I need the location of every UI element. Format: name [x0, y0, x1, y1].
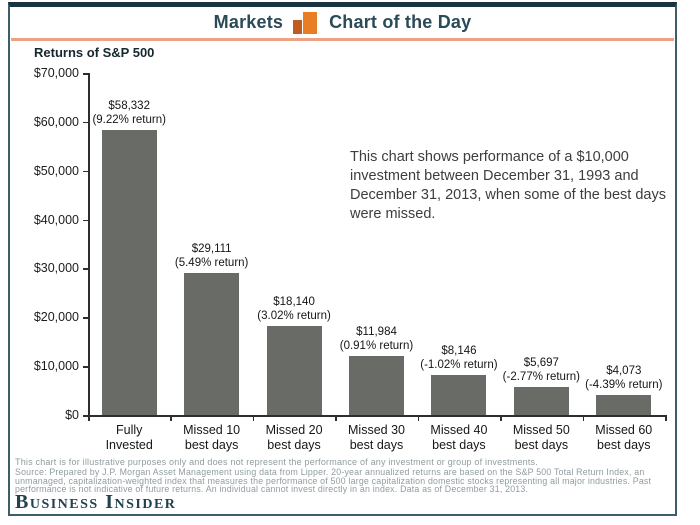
- bar-missed-20-best-days: [266, 326, 322, 415]
- y-tick-mark: [83, 317, 88, 319]
- y-tick-label: $60,000: [33, 114, 79, 129]
- y-axis-line: [88, 73, 90, 415]
- bar-missed-60-best-days: [596, 395, 652, 415]
- disclaimer-text: This chart is for illustrative purposes …: [15, 457, 538, 467]
- y-tick-label: $70,000: [33, 66, 79, 80]
- bar-missed-40-best-days: [431, 375, 487, 415]
- y-tick-label: $30,000: [33, 261, 79, 276]
- chart-annotation: This chart shows performance of a $10,00…: [350, 149, 666, 222]
- y-tick-label: $10,000: [33, 359, 79, 374]
- bar-chart-icon: [293, 11, 319, 34]
- bar-value-label: $4,073 (-4.39% return): [585, 365, 663, 392]
- chart-frame: Markets Chart of the Day Returns of S&P …: [8, 2, 677, 516]
- x-axis-line: [88, 415, 665, 417]
- bar-value-label: $58,332 (9.22% return): [92, 100, 166, 126]
- bar-value-label: $18,140 (3.02% return): [257, 296, 331, 323]
- header-underline: [11, 38, 674, 41]
- bar-fully-invested: [101, 130, 157, 415]
- y-tick-label: $0: [65, 408, 79, 422]
- y-tick-label: $40,000: [33, 212, 79, 227]
- x-tick-mark: [417, 415, 420, 421]
- x-category-label: Missed 40 best days: [430, 423, 488, 452]
- x-category-label: Fully Invested: [105, 423, 153, 452]
- chart-title: Returns of S&P 500: [34, 45, 155, 60]
- y-tick-mark: [83, 170, 88, 173]
- business-insider-logo: Business Insider: [15, 491, 177, 513]
- bar-value-label: $11,984 (0.91% return): [339, 326, 414, 353]
- y-tick-label: $20,000: [33, 310, 79, 325]
- bar-value-label: $5,697 (-2.77% return): [502, 357, 581, 384]
- y-tick-mark: [83, 268, 88, 270]
- y-tick-mark: [83, 219, 88, 222]
- y-tick-label: $50,000: [33, 163, 79, 178]
- x-tick-mark: [252, 415, 255, 421]
- x-tick-mark: [500, 415, 502, 421]
- x-category-label: Missed 30 best days: [348, 423, 405, 452]
- x-category-label: Missed 60 best days: [595, 423, 653, 452]
- x-category-label: Missed 20 best days: [265, 423, 323, 452]
- x-tick-mark: [582, 415, 585, 421]
- x-tick-mark: [335, 415, 337, 421]
- header-markets-label: Markets: [213, 12, 284, 32]
- x-tick-mark: [88, 415, 90, 421]
- source-text: Source: Prepared by J.P. Morgan Asset Ma…: [15, 467, 652, 495]
- y-tick-mark: [83, 415, 88, 417]
- bar-missed-50-best-days: [513, 387, 569, 415]
- bar-value-label: $29,111 (5.49% return): [174, 242, 249, 269]
- x-tick-mark: [665, 415, 667, 421]
- y-tick-mark: [83, 121, 88, 124]
- bar-missed-10-best-days: [184, 272, 240, 415]
- x-category-label: Missed 10 best days: [183, 423, 241, 452]
- bar-missed-30-best-days: [349, 356, 404, 415]
- y-tick-mark: [83, 366, 88, 368]
- bar-value-label: $8,146 (-1.02% return): [420, 345, 498, 372]
- x-category-label: Missed 50 best days: [512, 423, 570, 452]
- x-tick-mark: [170, 415, 172, 421]
- header: Markets Chart of the Day: [10, 7, 675, 38]
- header-chart-of-day-label: Chart of the Day: [329, 12, 472, 32]
- y-tick-mark: [83, 73, 88, 75]
